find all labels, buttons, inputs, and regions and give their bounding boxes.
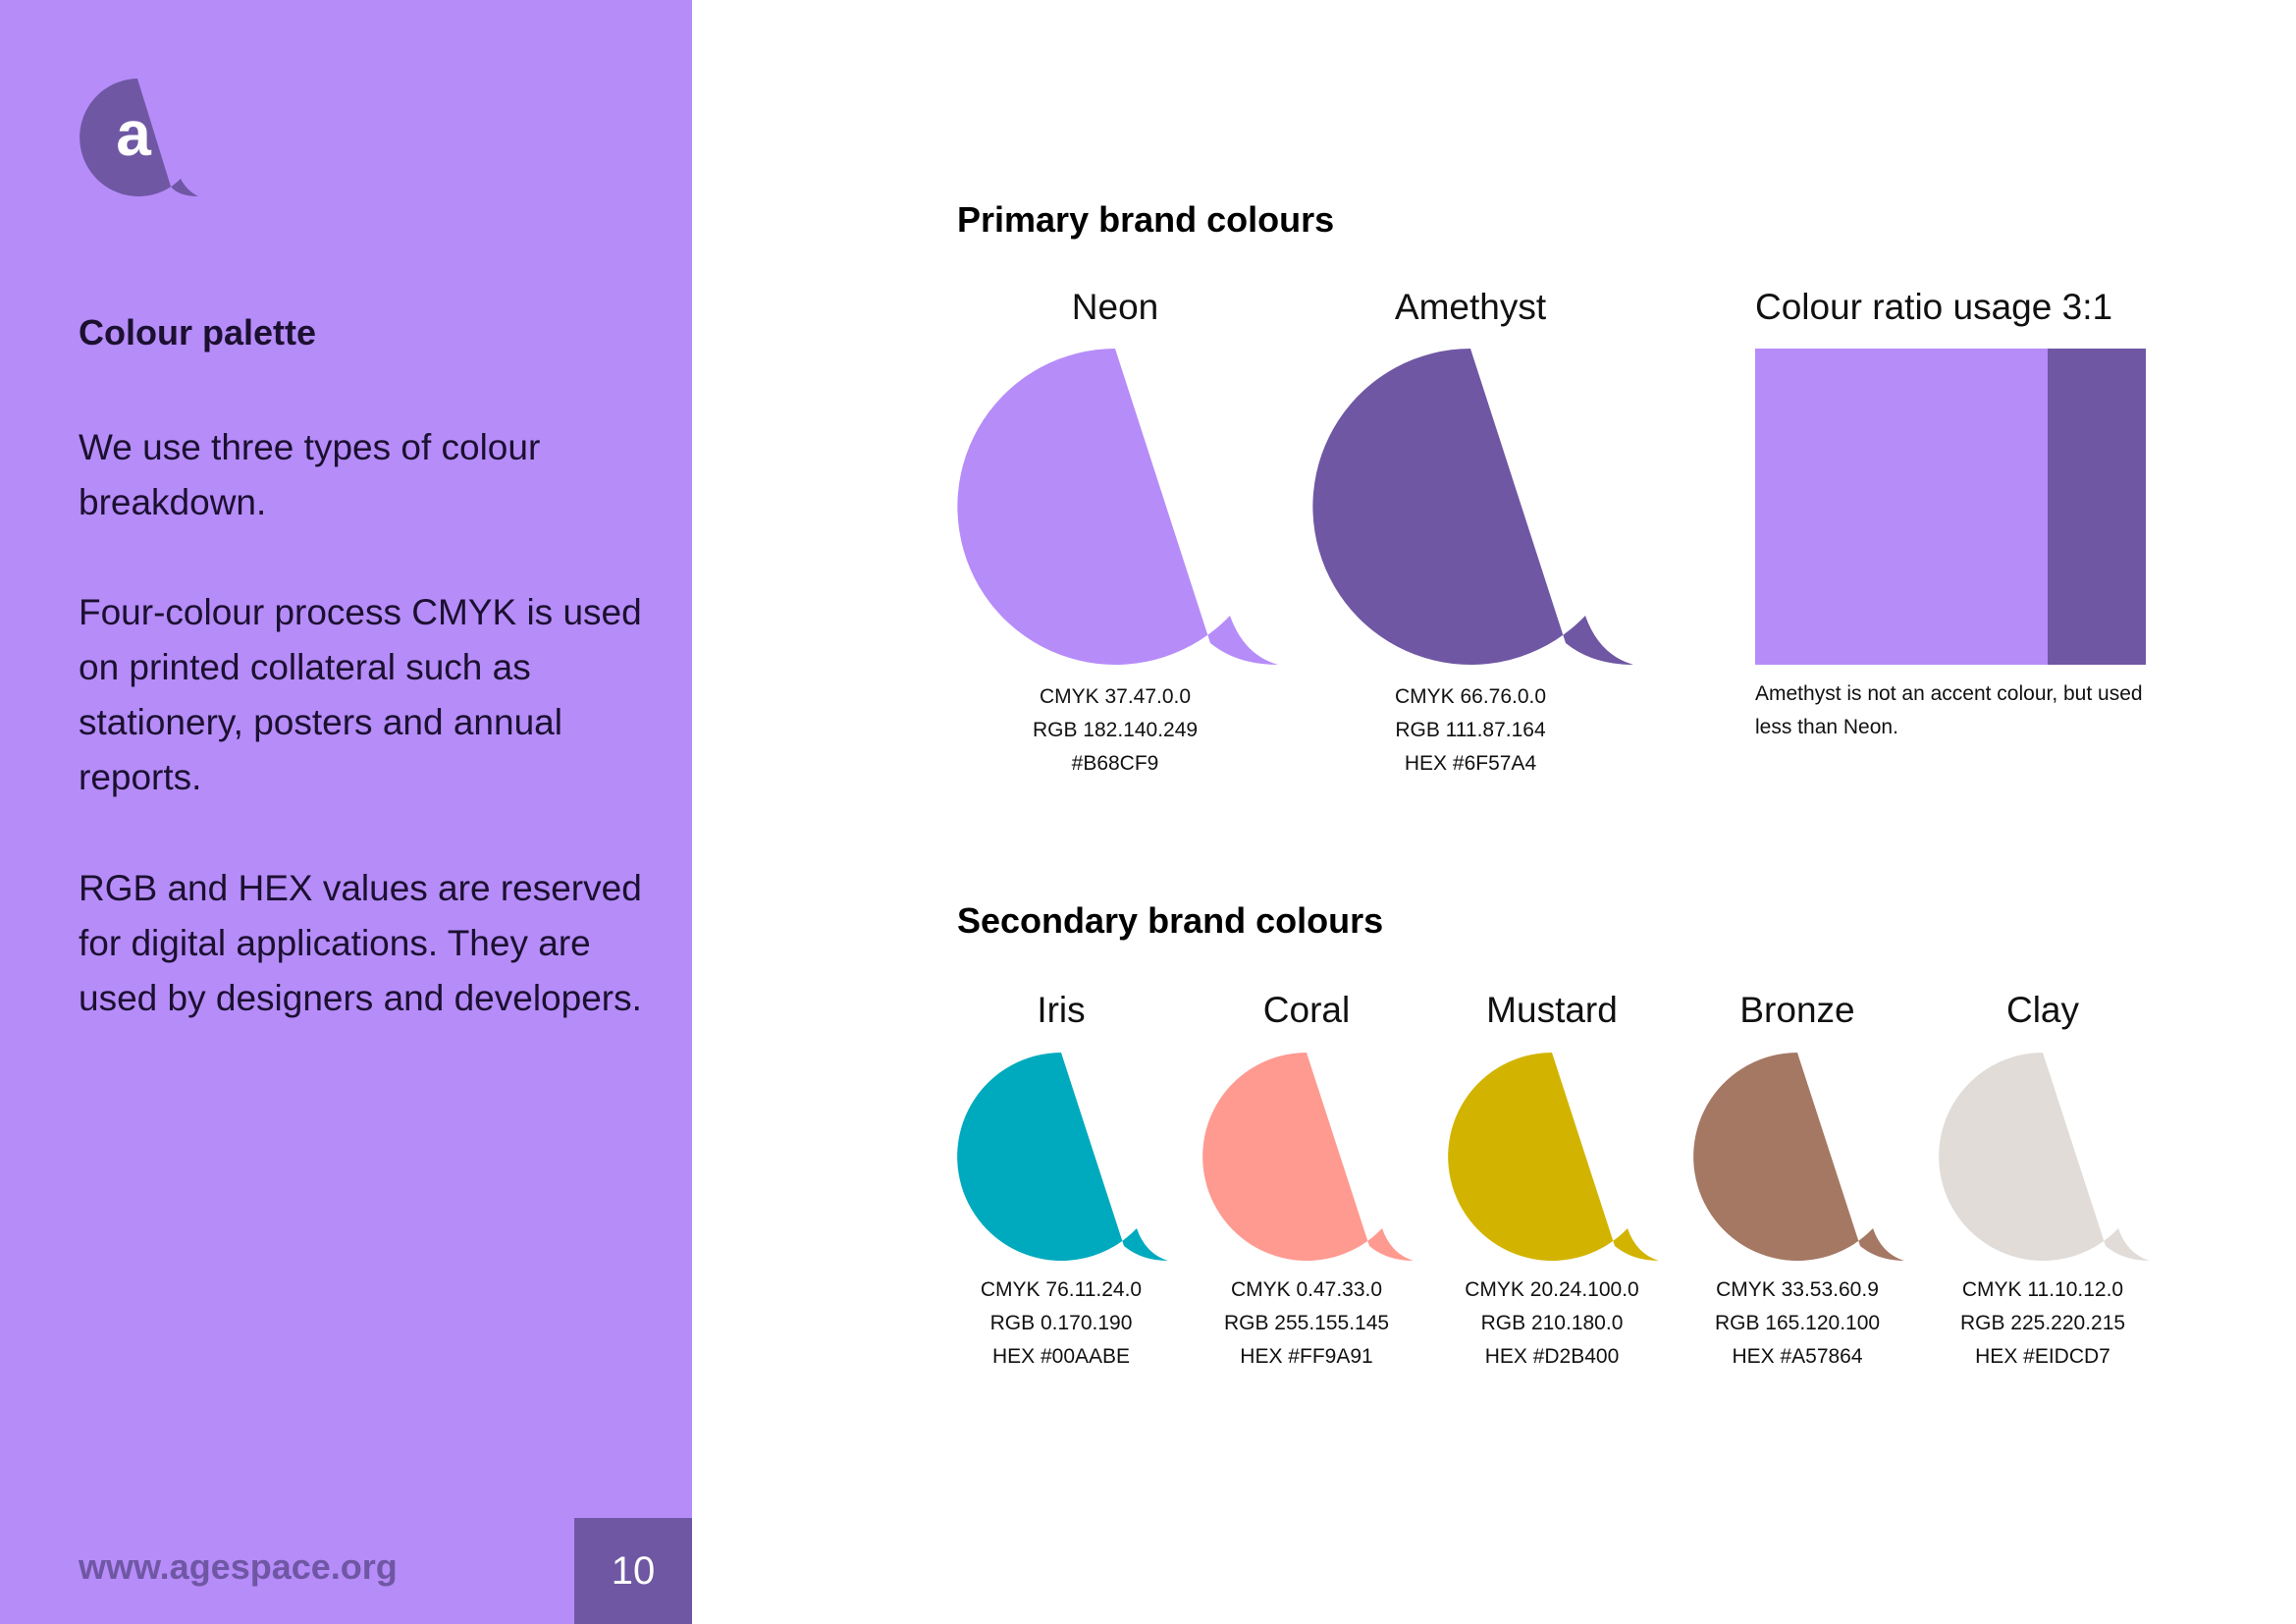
swatch-name: Bronze <box>1739 990 1855 1030</box>
swatch-values: CMYK 76.11.24.0 RGB 0.170.190 HEX #00AAB… <box>957 1273 1165 1374</box>
hex-value: HEX #D2B400 <box>1484 1345 1620 1368</box>
swatch-name: Mustard <box>1486 990 1618 1030</box>
speech-bubble-icon <box>957 1053 1168 1261</box>
hex-value: HEX #6F57A4 <box>1404 752 1537 775</box>
sidebar: a Colour palette We use three types of c… <box>0 0 692 1624</box>
swatch-values: CMYK 0.47.33.0 RGB 255.155.145 HEX #FF9A… <box>1202 1273 1411 1374</box>
swatch-name: Coral <box>1262 990 1351 1030</box>
hex-value: HEX #FF9A91 <box>1240 1345 1373 1368</box>
hex-value: HEX #A57864 <box>1732 1345 1863 1368</box>
swatch-name: Iris <box>1037 990 1086 1030</box>
speech-bubble-icon <box>1693 1053 1904 1261</box>
swatch-values: CMYK 66.76.0.0 RGB 111.87.164 HEX #6F57A… <box>1312 680 1629 781</box>
cmyk-value: CMYK 0.47.33.0 <box>1230 1278 1383 1301</box>
speech-bubble-icon <box>1448 1053 1659 1261</box>
speech-bubble-icon <box>957 349 1278 665</box>
swatch-values: CMYK 33.53.60.9 RGB 165.120.100 HEX #A57… <box>1693 1273 1901 1374</box>
rgb-value: RGB 210.180.0 <box>1480 1312 1624 1334</box>
rgb-value: RGB 165.120.100 <box>1714 1312 1881 1334</box>
cmyk-value: CMYK 33.53.60.9 <box>1716 1278 1879 1301</box>
secondary-colours-heading: Secondary brand colours <box>957 900 1384 941</box>
hex-value: #B68CF9 <box>1071 752 1159 775</box>
ratio-segment-neon <box>1755 349 2048 665</box>
rgb-value: RGB 0.170.190 <box>989 1312 1133 1334</box>
page-title: Colour palette <box>79 312 317 352</box>
hex-value: HEX #00AABE <box>991 1345 1131 1368</box>
svg-text:a: a <box>116 98 151 169</box>
page-number-badge: 10 <box>574 1518 692 1624</box>
footer-website-link[interactable]: www.agespace.org <box>79 1546 398 1587</box>
rgb-value: RGB 111.87.164 <box>1395 719 1546 741</box>
cmyk-value: CMYK 76.11.24.0 <box>980 1278 1143 1301</box>
ratio-segment-amethyst <box>2048 349 2146 665</box>
cmyk-paragraph: Four-colour process CMYK is used on prin… <box>79 592 642 797</box>
swatch-name: Clay <box>2005 990 2080 1030</box>
cmyk-value: CMYK 37.47.0.0 <box>1039 685 1192 708</box>
cmyk-value: CMYK 66.76.0.0 <box>1394 685 1547 708</box>
hex-value: HEX #EIDCD7 <box>1975 1345 2110 1368</box>
swatch-values: CMYK 37.47.0.0 RGB 182.140.249 #B68CF9 <box>957 680 1273 781</box>
cmyk-value: CMYK 11.10.12.0 <box>1961 1278 2124 1301</box>
ratio-bar <box>1755 349 2146 665</box>
swatch-values: CMYK 11.10.12.0 RGB 225.220.215 HEX #EID… <box>1939 1273 2147 1374</box>
swatch-name: Amethyst <box>1394 287 1547 327</box>
cmyk-value: CMYK 20.24.100.0 <box>1465 1278 1639 1301</box>
speech-bubble-icon <box>1202 1053 1414 1261</box>
agespace-logo-icon: a <box>80 79 198 196</box>
ratio-title: Colour ratio usage 3:1 <box>1755 287 2113 327</box>
ratio-caption: Amethyst is not an accent colour, but us… <box>1755 682 2143 738</box>
rgb-value: RGB 255.155.145 <box>1223 1312 1390 1334</box>
rgb-value: RGB 225.220.215 <box>1959 1312 2126 1334</box>
rgb-hex-paragraph: RGB and HEX values are reserved for digi… <box>79 868 642 1018</box>
intro-paragraph: We use three types of colour breakdown. <box>79 427 541 522</box>
rgb-value: RGB 182.140.249 <box>1032 719 1199 741</box>
primary-colours-heading: Primary brand colours <box>957 199 1335 240</box>
swatch-name: Neon <box>1071 287 1159 327</box>
speech-bubble-icon <box>1939 1053 2150 1261</box>
swatch-values: CMYK 20.24.100.0 RGB 210.180.0 HEX #D2B4… <box>1448 1273 1656 1374</box>
page-number: 10 <box>611 1548 656 1593</box>
speech-bubble-icon <box>1312 349 1633 665</box>
